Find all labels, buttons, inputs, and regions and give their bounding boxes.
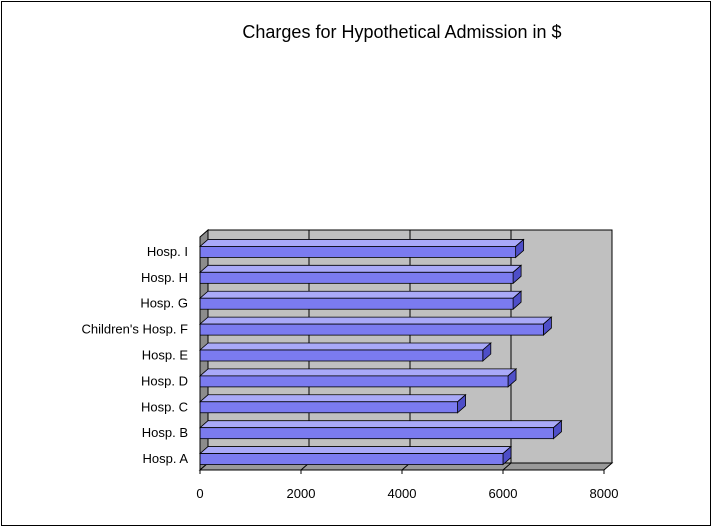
y-tick-label: Hosp. C [141, 399, 188, 414]
bar [199, 453, 504, 465]
bar-top [198, 446, 513, 454]
x-tick-label: 2000 [287, 486, 316, 501]
y-tick-label: Hosp. I [147, 244, 188, 259]
bar [199, 246, 517, 258]
y-tick-label: Hosp. A [142, 451, 188, 466]
x-axis-ticks: 0 2000 4000 6000 8000 [196, 237, 618, 501]
bars [198, 238, 563, 466]
bar [199, 349, 484, 362]
bar-top [198, 394, 467, 403]
y-tick-label: Hosp. G [140, 296, 188, 311]
x-tick-label: 6000 [489, 486, 518, 501]
y-tick-label: Hosp. E [142, 348, 189, 363]
bar-top [198, 368, 518, 377]
bar [199, 271, 514, 284]
bar-top [198, 342, 492, 351]
y-tick-label: Hosp. H [141, 270, 188, 285]
y-tick-label: Hosp. D [141, 373, 188, 388]
x-tick-label: 0 [196, 486, 203, 501]
bar-top [198, 290, 523, 299]
x-tick-label: 4000 [388, 486, 417, 501]
y-tick-label: Hosp. B [142, 425, 188, 440]
y-axis-categories: Hosp. A Hosp. B Hosp. C Hosp. D Hosp. E Child… [81, 244, 188, 466]
bar [199, 375, 509, 388]
bar [199, 427, 554, 440]
bar [199, 401, 458, 414]
bar-top [198, 264, 523, 273]
bar-top [198, 420, 563, 429]
bar-top [198, 239, 525, 247]
chart-title: Charges for Hypothetical Admission in $ [242, 22, 562, 42]
bar [199, 297, 514, 310]
bar [199, 323, 544, 336]
gridline-floor [502, 462, 512, 471]
y-tick-label: Children's Hosp. F [81, 322, 188, 337]
bar-top [198, 316, 553, 325]
x-tick-label: 8000 [590, 486, 619, 501]
